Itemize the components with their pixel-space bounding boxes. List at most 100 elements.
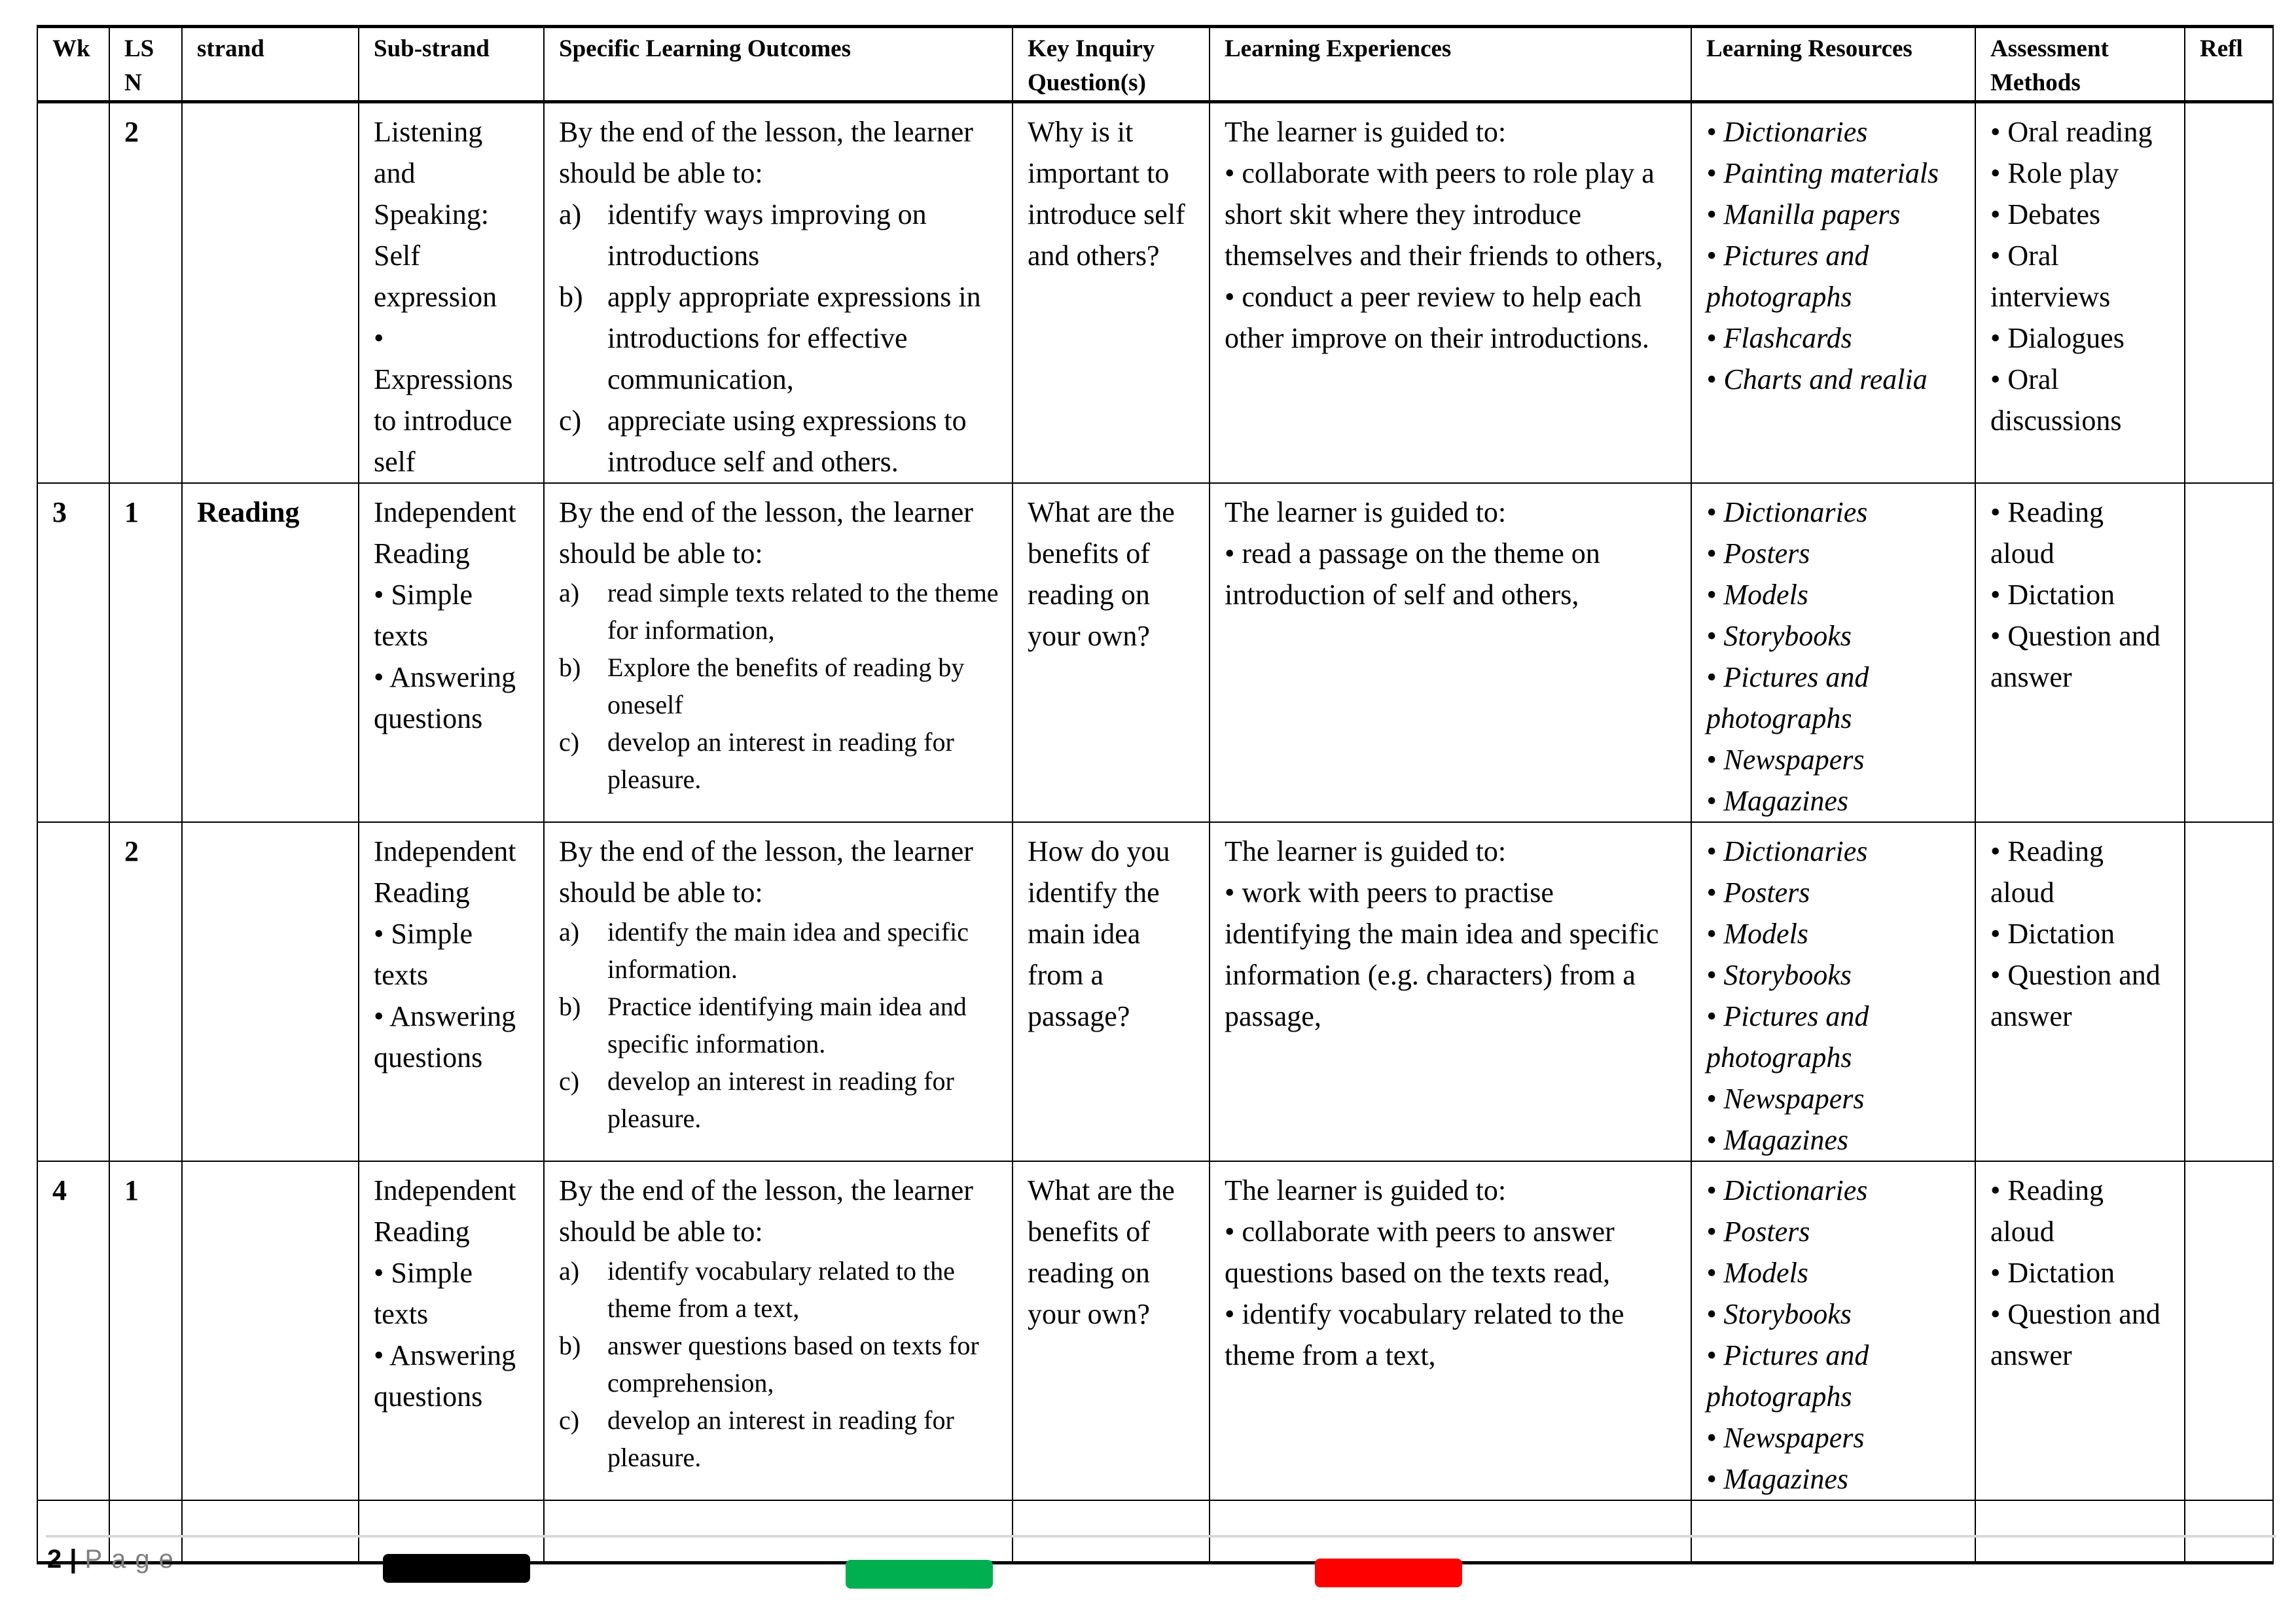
experience-line: • identify vocabulary related to the the… — [1225, 1298, 1624, 1371]
empty-cell — [37, 1500, 110, 1564]
outcome-label: c) — [559, 1405, 580, 1435]
sub-strand-cell: Listening and Speaking: Self expression •… — [358, 101, 545, 484]
week-cell — [37, 821, 110, 1162]
table-row: 2 Listening and Speaking: Self expression… — [37, 101, 2274, 484]
outcomes-list: a) identify vocabulary related to the the… — [559, 1252, 999, 1476]
empty-cell — [1209, 1500, 1692, 1564]
resource-item: • Pictures and photographs — [1706, 240, 1869, 313]
week-cell: 3 — [37, 482, 110, 823]
red-color-bar — [1315, 1559, 1462, 1587]
outcomes-cell: By the end of the lesson, the learner sh… — [543, 101, 1013, 484]
reflection-cell — [2184, 1161, 2274, 1501]
resource-item: • Newspapers — [1706, 1083, 1865, 1115]
experience-line: • collaborate with peers to answer quest… — [1225, 1216, 1615, 1289]
outcome-item: b) apply appropriate expressions in intro… — [559, 276, 999, 400]
outcome-item: a) identify ways improving on introductio… — [559, 194, 999, 276]
assessment-cell: • Reading aloud • Dictation • Question and… — [1975, 821, 2185, 1162]
strand-cell: Reading — [181, 482, 359, 823]
learning-experiences-cell: The learner is guided to: • collaborate w… — [1209, 101, 1692, 484]
outcomes-cell: By the end of the lesson, the learner sh… — [543, 482, 1013, 823]
experience-line: • conduct a peer review to help each oth… — [1225, 281, 1649, 354]
outcome-text: Practice identifying main idea and speci… — [607, 992, 967, 1058]
assessment-item: • Debates — [1990, 198, 2101, 230]
outcome-text: identify vocabulary related to the theme… — [607, 1256, 955, 1323]
resource-item: • Flashcards — [1706, 322, 1852, 354]
lesson-number-cell: 2 — [109, 821, 183, 1162]
key-inquiry-cell: What are the benefits of reading on your… — [1012, 1161, 1210, 1501]
empty-cell — [1691, 1500, 1976, 1564]
assessment-item: • Role play — [1990, 157, 2119, 189]
outcome-text: identify ways improving on introductions — [607, 198, 927, 272]
resource-item: • Dictionaries — [1706, 116, 1868, 148]
table-row: 3 1 Reading Independent Reading • Simple tex… — [37, 482, 2274, 823]
footer-divider — [46, 1535, 2276, 1538]
resource-item: • Models — [1706, 1257, 1808, 1289]
lesson-number-cell: 1 — [109, 482, 183, 823]
key-inquiry-cell: Why is it important to introduce self an… — [1012, 101, 1210, 484]
assessment-item: • Dictation — [1990, 918, 2115, 950]
header-strand: strand — [181, 26, 359, 103]
assessment-cell: • Oral reading • Role play • Debates • Oral… — [1975, 101, 2185, 484]
reflection-cell — [2184, 821, 2274, 1162]
lesson-number-cell: 2 — [109, 101, 183, 484]
assessment-item: • Question and answer — [1990, 1298, 2161, 1371]
resource-item: • Models — [1706, 579, 1808, 611]
strand-cell — [181, 101, 359, 484]
table-row: 2 Independent Reading • Simple texts • Answ… — [37, 821, 2274, 1162]
sub-strand-line: • Simple texts — [374, 1257, 473, 1330]
assessment-item: • Reading aloud — [1990, 835, 2104, 909]
resource-item: • Newspapers — [1706, 744, 1865, 776]
sub-strand-line: • Simple texts — [374, 579, 473, 652]
resource-item: • Posters — [1706, 876, 1810, 909]
empty-cell — [543, 1500, 1013, 1564]
resource-item: • Posters — [1706, 537, 1810, 569]
learning-experiences-cell: The learner is guided to: • work with pee… — [1209, 821, 1692, 1162]
outcome-label: b) — [559, 653, 581, 682]
header-sub-strand: Sub-strand — [358, 26, 545, 103]
learning-resources-cell: • Dictionaries • Painting materials • Mani… — [1691, 101, 1976, 484]
sub-strand-line: • — [374, 322, 384, 354]
outcome-label: c) — [559, 727, 580, 757]
header-learning-experiences: Learning Experiences — [1209, 26, 1692, 103]
resource-item: • Painting materials — [1706, 157, 1939, 189]
resource-item: • Magazines — [1706, 1463, 1849, 1495]
outcome-label: a) — [559, 917, 580, 947]
resource-item: • Storybooks — [1706, 620, 1852, 652]
experience-line: • read a passage on the theme on introdu… — [1225, 537, 1600, 611]
resource-item: • Charts and realia — [1706, 363, 1928, 395]
assessment-cell: • Reading aloud • Dictation • Question and… — [1975, 482, 2185, 823]
outcome-item: c) develop an interest in reading for ple… — [559, 1401, 999, 1476]
key-inquiry-cell: What are the benefits of reading on your… — [1012, 482, 1210, 823]
empty-cell — [1975, 1500, 2185, 1564]
assessment-item: • Question and answer — [1990, 620, 2161, 693]
key-inquiry-cell: How do you identify the main idea from a… — [1012, 821, 1210, 1162]
reflection-cell — [2184, 101, 2274, 484]
outcome-item: c) develop an interest in reading for ple… — [559, 1062, 999, 1137]
page-separator: | — [69, 1545, 77, 1574]
learning-experiences-cell: The learner is guided to: • collaborate w… — [1209, 1161, 1692, 1501]
outcome-text: apply appropriate expressions in introdu… — [607, 281, 981, 395]
outcome-text: develop an interest in reading for pleas… — [607, 1066, 954, 1133]
learning-resources-cell: • Dictionaries • Posters • Models • Storybo… — [1691, 821, 1976, 1162]
assessment-item: • Oral reading — [1990, 116, 2153, 148]
outcome-item: a) identify vocabulary related to the the… — [559, 1252, 999, 1327]
outcome-text: answer questions based on texts for comp… — [607, 1331, 979, 1398]
resource-item: • Posters — [1706, 1216, 1810, 1248]
strand-cell — [181, 821, 359, 1162]
outcomes-intro: By the end of the lesson, the learner sh… — [559, 116, 973, 189]
assessment-item: • Question and answer — [1990, 959, 2161, 1032]
experience-line: The learner is guided to: — [1225, 116, 1507, 148]
assessment-item: • Dictation — [1990, 579, 2115, 611]
empty-cell — [1012, 1500, 1210, 1564]
page-number: 2 | Page — [47, 1540, 183, 1579]
green-color-bar — [846, 1560, 993, 1589]
resource-item: • Storybooks — [1706, 959, 1852, 991]
resource-item: • Dictionaries — [1706, 496, 1868, 528]
empty-cell — [109, 1500, 183, 1564]
assessment-item: • Reading aloud — [1990, 496, 2104, 569]
sub-strand-line: Independent Reading — [374, 835, 516, 909]
resource-item: • Pictures and photographs — [1706, 1000, 1869, 1074]
table-row: 4 1 Independent Reading • Simple texts • Ans… — [37, 1161, 2274, 1501]
resource-item: • Storybooks — [1706, 1298, 1852, 1330]
